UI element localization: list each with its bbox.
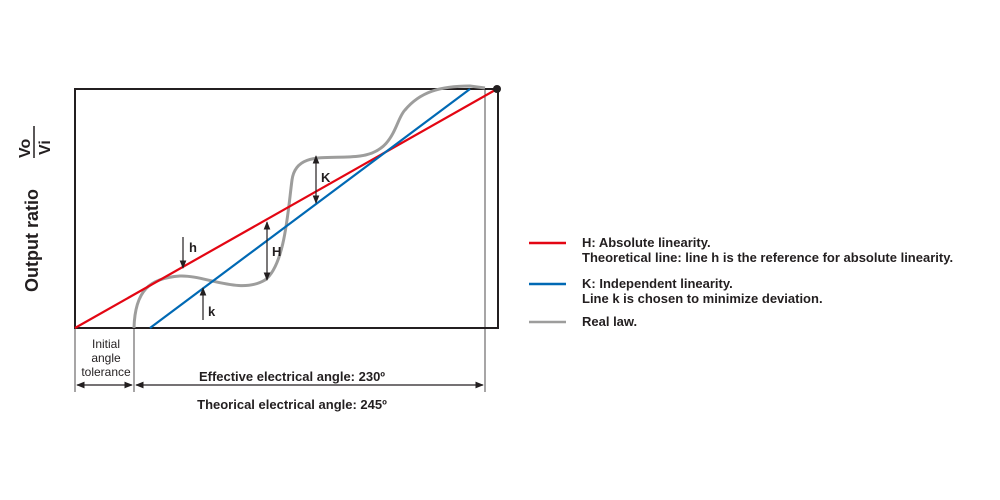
real-law-curve [132, 84, 486, 329]
plot-frame [74, 88, 499, 329]
ratio-numerator: Vo [17, 139, 34, 158]
h-label: h [189, 240, 197, 255]
ratio-denominator: Vi [37, 140, 54, 155]
initial-angle-tolerance-line-3: tolerance [81, 365, 131, 379]
initial-angle-tolerance-line-1: Initial [92, 337, 120, 351]
theoretical-angle-label: Theorical electrical angle: 245º [197, 397, 387, 412]
H-label: H [272, 244, 281, 259]
y-axis-label-group: Output ratio Vo Vi [17, 126, 54, 292]
legend-independent-line-1: K: Independent linearity. [582, 276, 733, 291]
effective-angle-label: Effective electrical angle: 230º [199, 369, 385, 384]
legend-independent-line-2: Line k is chosen to minimize deviation. [582, 291, 823, 306]
legend-real-law-line-1: Real law. [582, 314, 637, 329]
y-axis-label: Output ratio [22, 189, 42, 292]
end-point-dot [493, 85, 501, 93]
k-label: k [208, 304, 216, 319]
legend-absolute-line-1: H: Absolute linearity. [582, 235, 711, 250]
legend-absolute-line-2: Theoretical line: line h is the referenc… [582, 250, 953, 265]
initial-angle-tolerance-label: Initial angle tolerance [81, 337, 131, 379]
absolute-linearity-line [74, 88, 498, 329]
independent-linearity-line [149, 88, 471, 329]
K-label: K [321, 170, 331, 185]
legend: H: Absolute linearity. Theoretical line:… [529, 235, 953, 329]
initial-angle-tolerance-line-2: angle [91, 351, 121, 365]
